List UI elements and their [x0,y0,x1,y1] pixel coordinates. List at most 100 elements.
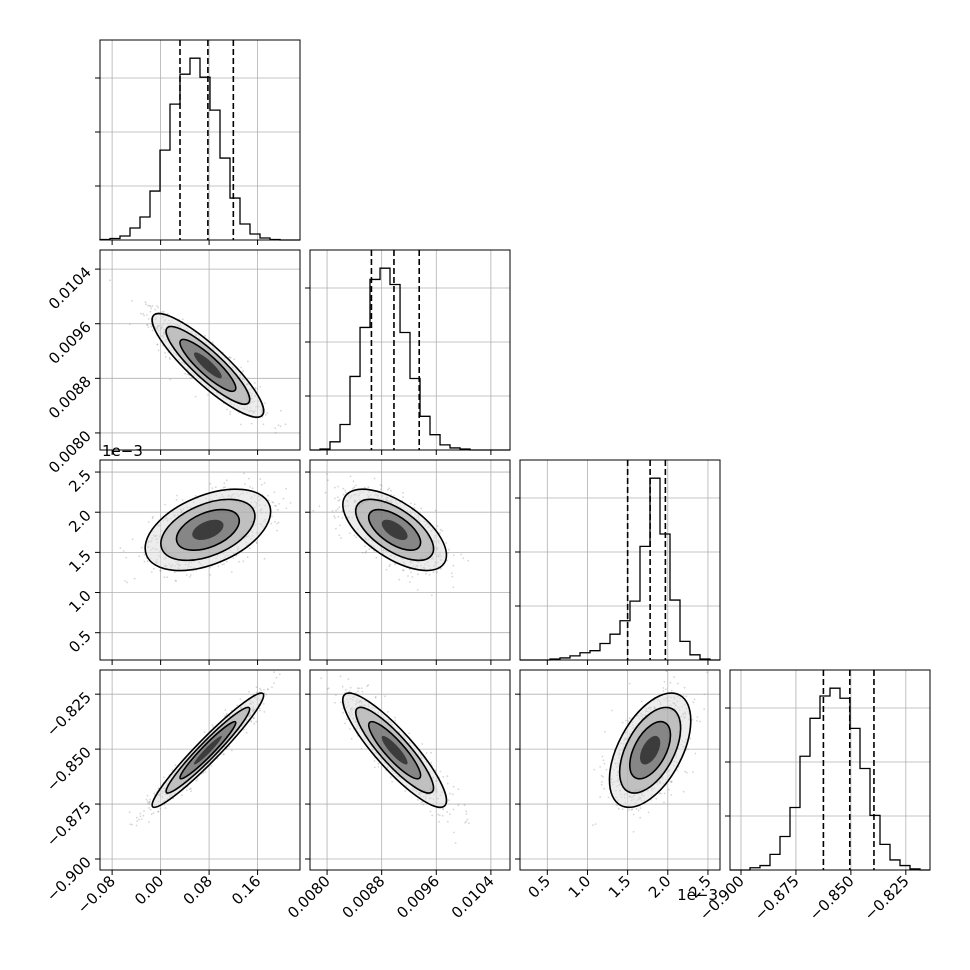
scatter-point [342,711,344,714]
histogram-panel-4 [729,669,931,871]
scatter-point [150,325,153,328]
scatter-point [143,314,146,317]
scatter-point [432,571,435,573]
scatter-point [154,308,157,311]
scatter-point [194,395,197,398]
y-tick-label: 1.5 [65,546,95,576]
scatter-point [271,501,274,503]
scatter-point [252,716,255,719]
scatter-point [320,677,323,680]
scatter-point [696,719,698,722]
scatter-point [306,466,308,468]
scatter-point [380,485,383,487]
scatter-point [146,800,149,803]
scatter-point [394,719,397,722]
scatter-point [637,809,640,812]
scatter-point [271,515,273,518]
scatter-point [452,793,454,796]
scatter-point [149,310,152,313]
scatter-point [180,794,183,797]
scatter-point [275,676,278,679]
scatter-point [259,478,262,480]
scatter-point [209,566,211,569]
scatter-point [592,824,594,826]
scatter-point [273,491,276,494]
x-tick-label: −0.825 [861,872,913,924]
scatter-point [148,803,151,806]
scatter-point [617,807,620,810]
scatter-point [245,731,248,734]
scatter-point [339,524,341,527]
scatter-point [276,529,278,532]
scatter-point [150,813,153,816]
scatter-point [464,821,467,824]
scatter-point [190,377,193,379]
pair-panel-content [119,466,308,584]
scatter-point [260,483,263,486]
scatter-point [599,796,601,798]
scatter-point [356,687,359,690]
contour-line [628,720,672,780]
scatter-point [185,574,188,576]
scatter-point [404,790,407,792]
x-tick-label: 0.0088 [339,872,389,922]
scatter-point [345,491,347,494]
scatter-point [366,685,369,688]
scatter-point [157,306,160,309]
scatter-point [282,497,285,500]
scatter-point [255,686,258,689]
scatter-point [408,732,411,735]
scatter-point [630,808,633,811]
scatter-point [628,717,631,720]
scatter-point [425,572,427,575]
scatter-point [273,671,276,674]
scatter-point [243,472,245,475]
scatter-point [421,743,424,745]
scatter-point [129,823,132,826]
scatter-point [364,545,366,548]
scatter-point [377,766,380,768]
grid-lines [100,77,300,187]
scatter-point [125,556,128,559]
panel-frame [99,39,301,241]
scatter-point [161,311,164,313]
y-tick-label: 0.0104 [45,263,95,313]
scatter-point [452,564,455,567]
contour-line [354,498,435,562]
scatter-point [140,546,143,549]
pair-panel-content [312,473,470,597]
scatter-point [635,808,638,810]
scatter-point [375,556,378,559]
scatter-point [368,548,371,551]
scatter-point [259,386,262,388]
scatter-point [360,687,363,690]
scatter-point [387,488,389,491]
grid-lines [730,707,930,817]
scatter-point [157,810,160,813]
scatter-point [350,737,353,740]
scatter-point [278,673,281,676]
scatter-point [670,781,673,783]
scatter-point [349,686,352,689]
scatter-point [210,764,213,767]
scatter-point [434,509,437,512]
scatter-point [407,575,409,577]
scatter-point [416,798,419,801]
density-fill [193,352,222,379]
scatter-point [425,752,428,754]
scatter-point [685,695,688,698]
scatter-point [706,671,708,674]
scatter-point [685,771,688,774]
scatter-point [151,517,154,520]
scatter-point [144,301,147,304]
scatter-point [277,521,280,524]
scatter-point [463,804,466,807]
y-tick-label: 0.0096 [45,318,95,368]
scatter-point [349,728,351,730]
contour-line [151,692,265,809]
scatter-point [327,687,330,690]
scatter-point [439,528,442,531]
scatter-point [148,821,150,823]
scatter-point [169,358,171,361]
scatter-point [683,686,686,689]
